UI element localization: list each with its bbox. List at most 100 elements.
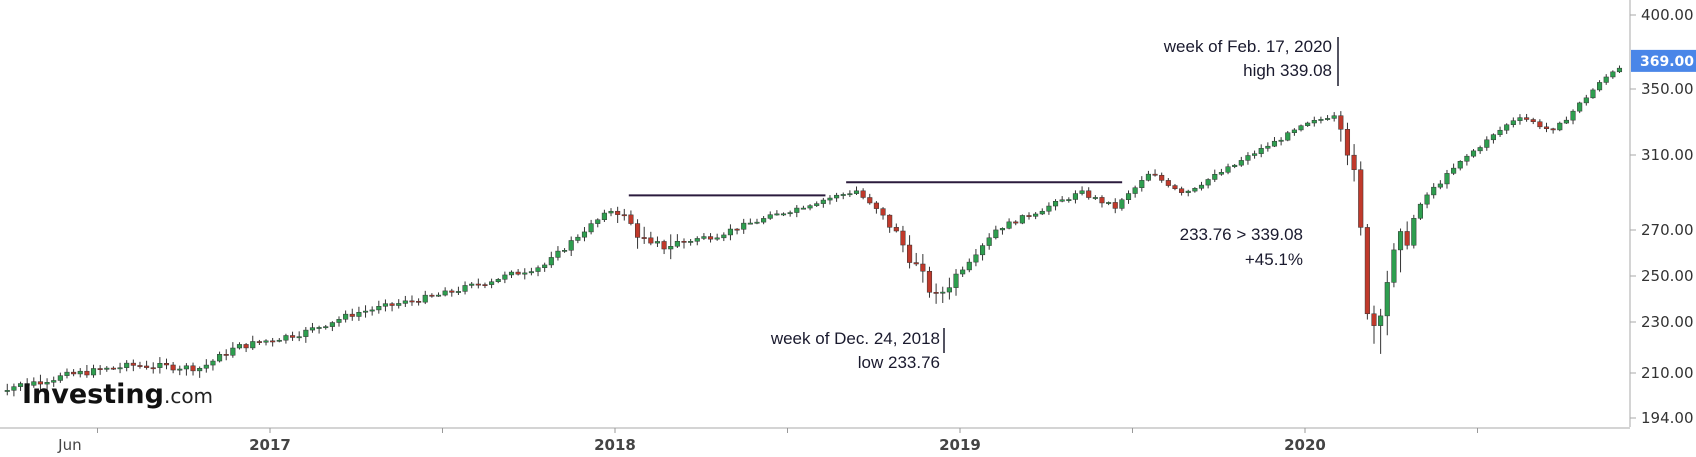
candle-up (1285, 132, 1291, 141)
peak-annotation-line2: high 339.08 (1243, 61, 1332, 80)
candle-down (887, 214, 893, 228)
time-tick-label: 2020 (1284, 436, 1326, 454)
candle-up (362, 310, 369, 313)
candle-up (993, 229, 999, 239)
candle-up (1597, 82, 1603, 91)
candle-up (44, 382, 50, 385)
candle-up (522, 272, 528, 275)
current-price-badge: 369.00 (1631, 49, 1696, 72)
candle-up (469, 283, 475, 286)
candle-up (203, 364, 209, 369)
candle-down (1338, 115, 1344, 130)
candle-up (535, 267, 541, 272)
candle-up (853, 190, 860, 194)
candle-up (1490, 134, 1496, 141)
candle-up (754, 221, 760, 224)
candle-down (256, 341, 262, 343)
candle-up (1583, 97, 1589, 104)
candle-down (482, 284, 488, 286)
candle-up (1106, 202, 1112, 204)
candle-down (24, 383, 30, 386)
candle-up (1079, 190, 1085, 194)
candle-up (1132, 187, 1138, 194)
candle-up (1504, 124, 1510, 131)
candle-up (489, 281, 495, 285)
candle-up (369, 309, 375, 312)
candle-up (157, 363, 163, 368)
candle-up (1563, 119, 1569, 124)
price-tick-label: 270.00 (1641, 221, 1694, 239)
price-axis-ticks: 400.00 350.00 310.00 270.00 250.00 230.00 210.… (1630, 6, 1694, 427)
candle-down (900, 230, 906, 246)
candle-down (71, 371, 77, 375)
candles-layer (4, 65, 1623, 397)
candle-up (57, 375, 63, 381)
candle-down (1172, 185, 1178, 189)
candle-up (1417, 203, 1423, 219)
candle-up (1225, 166, 1231, 173)
peak-annotation: week of Feb. 17, 2020 high 339.08 (1163, 37, 1339, 86)
candle-up (124, 362, 130, 368)
candle-down (860, 190, 866, 198)
candle-up (104, 367, 110, 370)
candle-up (588, 223, 594, 233)
candle-up (1391, 249, 1397, 283)
candle-down (290, 335, 296, 338)
time-tick-label: Jun (57, 436, 81, 454)
candle-up (1119, 199, 1125, 209)
candle-up (1145, 173, 1151, 181)
candle-up (688, 241, 694, 243)
candle-down (137, 365, 143, 367)
candle-down (1530, 119, 1536, 122)
candle-up (1271, 140, 1278, 147)
candle-up (847, 193, 853, 196)
candle-up (1484, 139, 1490, 148)
candle-up (336, 319, 342, 323)
candle-up (575, 236, 581, 241)
candle-up (946, 287, 952, 293)
candle-up (1437, 183, 1443, 188)
candle-down (1543, 126, 1550, 129)
candle-up (767, 214, 773, 219)
candle-up (1006, 221, 1012, 229)
candle-down (628, 214, 634, 224)
candle-up (283, 335, 289, 341)
candle-up (1218, 172, 1224, 175)
candle-down (416, 300, 422, 303)
resistance-lines (628, 181, 1123, 197)
candle-down (867, 197, 873, 204)
candle-down (243, 344, 249, 349)
candle-up (316, 327, 322, 329)
candle-up (177, 368, 183, 371)
candle-up (814, 203, 820, 206)
candle-up (999, 228, 1006, 231)
candle-up (1205, 179, 1211, 186)
candle-up (721, 234, 727, 239)
candle-up (1577, 102, 1583, 112)
candle-up (1444, 173, 1450, 185)
candle-down (389, 303, 395, 306)
candle-up (1252, 153, 1258, 156)
time-tick-label: 2017 (249, 436, 291, 454)
candle-up (210, 360, 216, 366)
candle-up (455, 291, 461, 293)
candle-up (1411, 218, 1417, 246)
candle-up (1066, 199, 1072, 201)
candle-down (270, 340, 276, 343)
candle-down (873, 202, 879, 209)
candle-up (1431, 186, 1437, 196)
candle-up (747, 222, 753, 225)
candle-up (422, 294, 428, 303)
candle-up (1298, 125, 1304, 131)
candle-up (1517, 117, 1523, 121)
candle-down (893, 227, 899, 232)
candle-up (787, 212, 793, 215)
candle-up (1378, 315, 1384, 326)
candle-down (170, 364, 176, 371)
logo-brand: Investing (22, 379, 164, 410)
candle-down (1159, 174, 1165, 181)
candle-up (183, 365, 189, 370)
candle-down (1550, 128, 1556, 131)
candle-up (820, 199, 826, 204)
candle-down (621, 214, 627, 217)
